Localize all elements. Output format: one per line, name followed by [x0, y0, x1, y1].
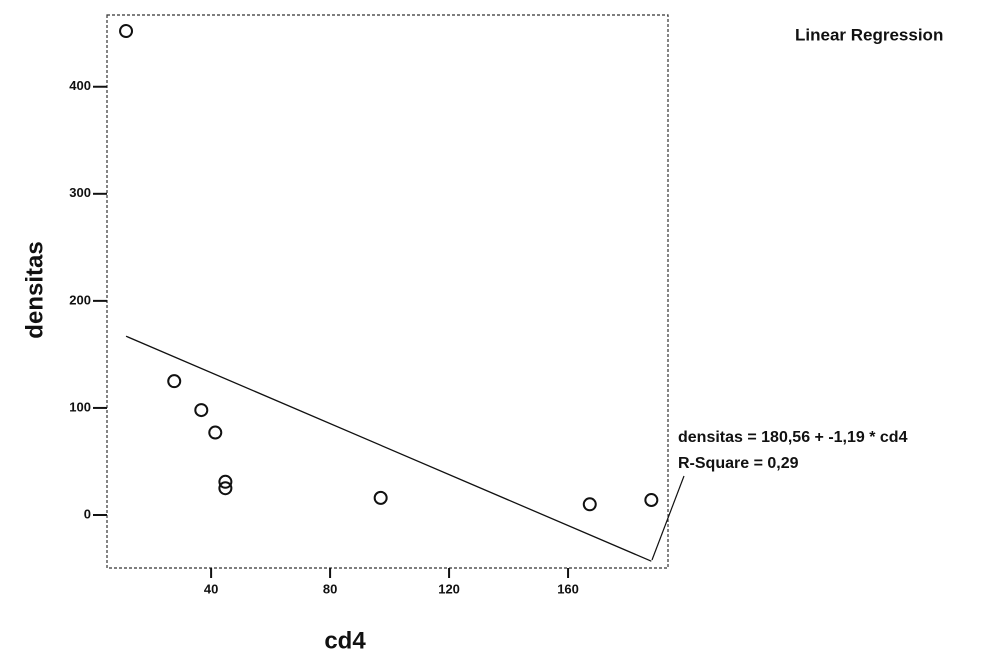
y-tick-label: 0 [84, 506, 91, 521]
annotation-pointer [651, 475, 685, 561]
y-tick-label: 300 [69, 185, 91, 200]
regression-line [125, 335, 652, 562]
x-tick-label: 40 [204, 581, 218, 596]
point [373, 490, 388, 505]
chart-title: Linear Regression [795, 25, 943, 44]
point [218, 481, 233, 496]
point [218, 474, 233, 489]
y-tick-label: 400 [69, 78, 91, 93]
x-tick-label: 120 [438, 581, 460, 596]
point [644, 493, 659, 508]
y-axis-label: densitas [21, 241, 48, 338]
point [208, 425, 223, 440]
point [194, 403, 209, 418]
point [167, 374, 182, 389]
y-tick-label: 200 [69, 292, 91, 307]
x-axis-label: cd4 [324, 627, 366, 654]
point [119, 24, 134, 39]
y-tick-label: 100 [69, 399, 91, 414]
x-tick-label: 80 [323, 581, 337, 596]
x-tick-label: 160 [557, 581, 579, 596]
r-square: R-Square = 0,29 [678, 455, 799, 472]
point [582, 497, 597, 512]
regression-equation: densitas = 180,56 + -1,19 * cd4 [678, 429, 908, 446]
plot-frame [106, 14, 669, 569]
